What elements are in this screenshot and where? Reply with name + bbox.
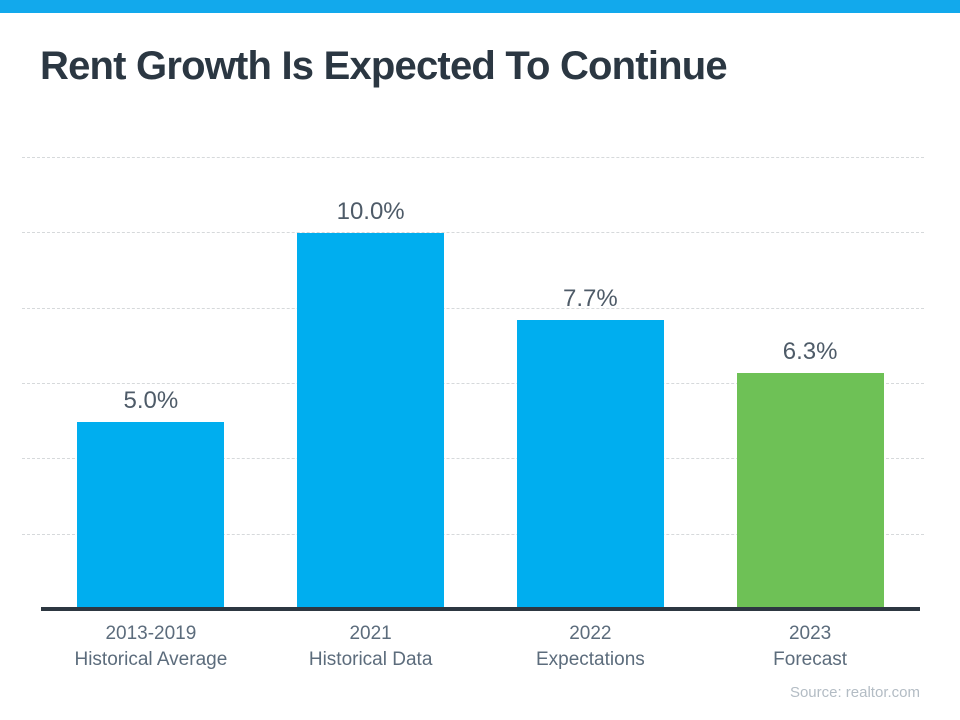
bar-column-4: 6.3% <box>700 158 920 610</box>
category-label-line1: 2013-2019 <box>105 623 197 644</box>
category-label-line2: Historical Average <box>74 649 228 670</box>
bar-column-1: 5.0% <box>41 158 261 610</box>
gridline-4pct <box>22 458 924 460</box>
bar-2022 <box>516 319 664 610</box>
category-label-line2: Expectations <box>535 649 645 670</box>
bar-column-3: 7.7% <box>481 158 701 610</box>
category-label-line1: 2021 <box>349 623 392 644</box>
gridline-8pct <box>22 307 924 309</box>
category-label-line2: Forecast <box>773 649 848 670</box>
category-label-line1: 2023 <box>788 623 832 644</box>
category-label-line2: Historical Data <box>308 649 433 670</box>
category-label-line1: 2022 <box>569 623 612 644</box>
bar-2021 <box>297 233 445 610</box>
bar-value-label: 5.0% <box>123 386 179 414</box>
gridline-12pct <box>22 157 924 158</box>
category-label-3: 2022 Expectations <box>481 621 701 673</box>
x-axis-line <box>41 607 920 611</box>
page-title: Rent Growth Is Expected To Continue <box>40 44 728 88</box>
bar-value-label: 6.3% <box>782 337 838 365</box>
bar-value-label: 10.0% <box>336 198 405 226</box>
gridline-6pct <box>22 383 924 384</box>
gridline-2pct <box>22 533 924 535</box>
category-label-2: 2021 Historical Data <box>261 621 481 673</box>
top-accent-bar <box>0 0 960 13</box>
gridlines <box>22 157 924 610</box>
bars-container: 5.0% 10.0% 7.7% 6.3% <box>41 158 920 610</box>
bar-column-2: 10.0% <box>261 158 481 610</box>
category-label-1: 2013-2019 Historical Average <box>41 621 261 673</box>
category-labels: 2013-2019 Historical Average 2021 Historica… <box>41 621 920 673</box>
category-label-4: 2023 Forecast <box>700 621 920 673</box>
bar-2013-2019 <box>77 421 225 610</box>
bar-2023 <box>736 372 884 610</box>
gridline-10pct <box>22 232 924 234</box>
source-note: Source: realtor.com <box>789 684 920 701</box>
bar-value-label: 7.7% <box>563 284 618 312</box>
